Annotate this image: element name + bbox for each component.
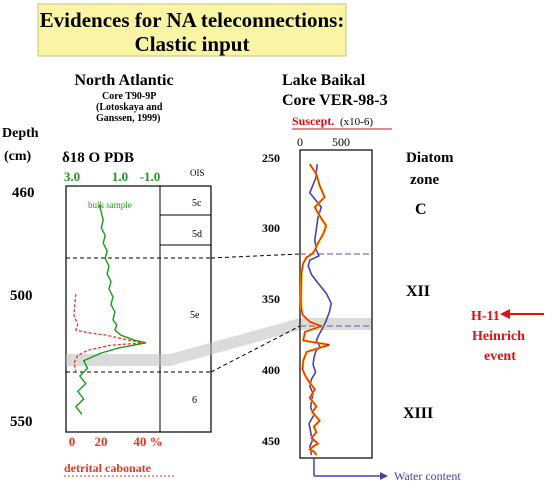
- series-layer: [73, 163, 333, 456]
- ois-stage-5e: 5e: [190, 310, 200, 321]
- right-depth-tick-350: 350: [262, 292, 280, 306]
- left-title: North Atlantic: [74, 72, 173, 89]
- heinrich-label-1: H-11: [471, 309, 500, 324]
- bulk-sample-label: bulk sample: [88, 200, 132, 210]
- ois-stage-6: 6: [192, 395, 197, 406]
- correlation-band: [66, 318, 372, 366]
- d18o-tick-3: -1.0: [140, 169, 161, 184]
- diatom-zone-label-2: zone: [410, 172, 440, 188]
- correlation-link-upper: [210, 253, 301, 259]
- d18o-tick-1: 3.0: [64, 169, 80, 184]
- zone-c: C: [415, 201, 427, 218]
- water-content-line: [307, 164, 333, 456]
- suscept-label: Suscept.: [292, 114, 334, 128]
- ois-stage-5d: 5d: [192, 229, 202, 240]
- right-depth-tick-250: 250: [262, 151, 280, 165]
- left-depth-tick-500: 500: [10, 288, 33, 304]
- diatom-zone-label-1: Diatom: [406, 150, 454, 166]
- pct-tick-0: 0: [69, 434, 76, 449]
- left-core: Core T90-9P: [102, 91, 156, 102]
- detrital-carbonate-line: [73, 294, 145, 372]
- heinrich-label-2: Heinrich: [472, 329, 525, 344]
- pct-tick-20: 20: [95, 434, 108, 449]
- suscept-line: [300, 163, 330, 456]
- d18o-bulk-sample-line: [74, 204, 147, 415]
- depth-label: Depth: [2, 126, 39, 141]
- water-legend-arrow: [380, 472, 388, 480]
- water-content-label: Water content: [394, 469, 461, 483]
- title-line-1: Evidences for NA teleconnections:: [40, 8, 345, 32]
- right-depth-tick-400: 400: [262, 363, 280, 377]
- suscept-tick-0: 0: [297, 135, 303, 149]
- left-plot-frame: [65, 185, 212, 433]
- d18o-tick-2: 1.0: [112, 169, 128, 184]
- zone-xiii: XIII: [403, 405, 433, 422]
- suscept-unit: (x10-6): [340, 116, 373, 128]
- suscept-tick-500: 500: [332, 135, 350, 149]
- heinrich-label-3: event: [484, 349, 516, 364]
- right-title: Lake Baikal: [282, 72, 366, 89]
- left-ref-1: (Lotoskaya and: [96, 102, 163, 113]
- pct-tick-40: 40 %: [133, 434, 162, 449]
- left-depth-tick-460: 460: [12, 185, 35, 201]
- right-depth-tick-450: 450: [262, 434, 280, 448]
- title-banner: [37, 3, 347, 57]
- correlation-link-lower: [210, 325, 301, 373]
- left-ref-2: Ganssen, 1999): [96, 113, 160, 124]
- detrital-label: detrital cabonate: [64, 461, 152, 475]
- heinrich-arrow-head: [500, 309, 510, 319]
- d18o-axis-label: δ18 O PDB: [62, 150, 134, 166]
- ois-label: OIS: [190, 168, 205, 178]
- ois-stage-5c: 5c: [192, 198, 202, 209]
- right-core: Core VER-98-3: [282, 92, 388, 109]
- right-plot-frame: [299, 149, 373, 459]
- left-depth-tick-550: 550: [10, 414, 33, 430]
- title-line-2: Clastic input: [135, 32, 250, 56]
- depth-unit: (cm): [4, 149, 32, 164]
- right-depth-tick-300: 300: [262, 221, 280, 235]
- zone-xii: XII: [406, 283, 430, 300]
